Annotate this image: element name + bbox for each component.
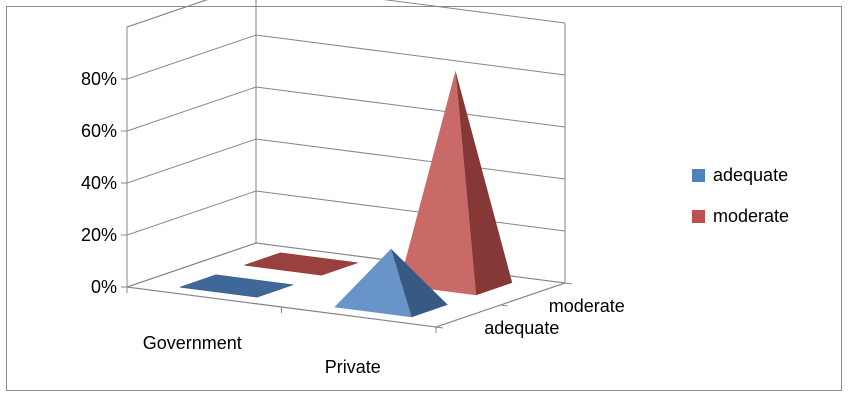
axes bbox=[121, 27, 573, 333]
pyramid-adequate-Private bbox=[334, 248, 448, 318]
pyramid-marks bbox=[179, 70, 513, 318]
depth-label: adequate bbox=[484, 318, 559, 338]
y-tick-label: 80% bbox=[81, 69, 117, 89]
y-tick-label: 0% bbox=[91, 277, 117, 297]
pyramid-adequate-Government bbox=[179, 274, 294, 298]
pyramid-side-face bbox=[455, 70, 513, 296]
category-label: Private bbox=[325, 357, 381, 377]
legend-label-moderate: moderate bbox=[713, 206, 789, 226]
legend-swatch-moderate bbox=[692, 210, 705, 223]
category-label: Government bbox=[143, 333, 242, 353]
gridline bbox=[126, 138, 566, 184]
depth-tick-mark bbox=[500, 304, 508, 307]
gridline bbox=[126, 86, 566, 132]
pyramid-side-face bbox=[391, 248, 448, 318]
legend: adequate moderate bbox=[692, 165, 789, 226]
pyramid-moderate-Private bbox=[398, 70, 513, 296]
gridline bbox=[126, 0, 566, 28]
y-tick-label: 40% bbox=[81, 173, 117, 193]
category-labels: Government Private bbox=[143, 333, 381, 377]
pyramid-moderate-Government bbox=[244, 252, 358, 276]
depth-tick-mark bbox=[435, 326, 444, 329]
y-tick-label: 20% bbox=[81, 225, 117, 245]
side-wall bbox=[126, 0, 257, 288]
pyramid-front-face bbox=[334, 248, 412, 318]
y-tick-labels: 0% 20% 40% 60% 80% bbox=[81, 69, 117, 297]
gridline bbox=[126, 34, 566, 80]
gridline bbox=[126, 190, 566, 236]
pyramid-front-face bbox=[398, 70, 477, 296]
legend-swatch-adequate bbox=[692, 169, 705, 182]
y-tick-label: 60% bbox=[81, 121, 117, 141]
legend-label-adequate: adequate bbox=[713, 165, 788, 185]
depth-label: moderate bbox=[549, 296, 625, 316]
depth-tick-mark bbox=[564, 282, 573, 285]
